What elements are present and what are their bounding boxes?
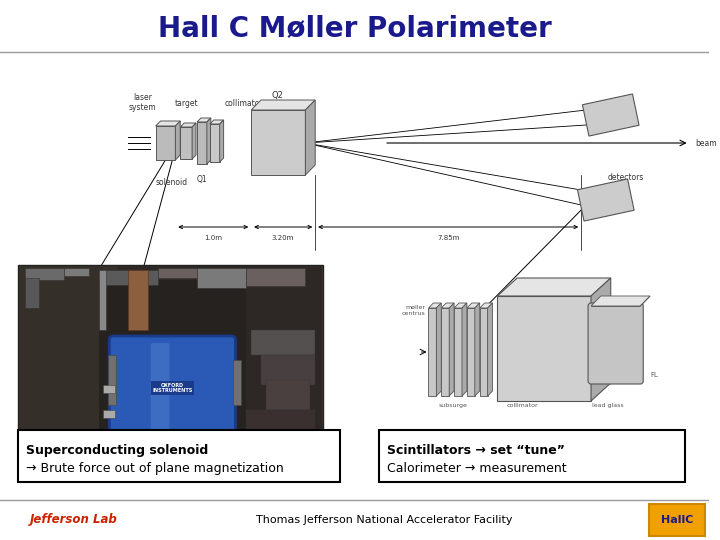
Polygon shape	[251, 100, 315, 110]
FancyBboxPatch shape	[251, 330, 315, 355]
Text: FL: FL	[650, 372, 658, 378]
Text: 1.0m: 1.0m	[204, 235, 222, 241]
Polygon shape	[197, 118, 211, 122]
Polygon shape	[210, 124, 220, 162]
Polygon shape	[210, 120, 224, 124]
Text: collimator: collimator	[506, 403, 538, 408]
FancyBboxPatch shape	[104, 410, 115, 418]
Text: Scintillators → set “tune”: Scintillators → set “tune”	[387, 444, 565, 457]
Polygon shape	[498, 278, 611, 296]
Polygon shape	[498, 296, 591, 401]
FancyBboxPatch shape	[99, 280, 246, 460]
FancyBboxPatch shape	[108, 355, 116, 405]
FancyBboxPatch shape	[379, 430, 685, 482]
FancyBboxPatch shape	[649, 504, 706, 536]
Text: solenoid: solenoid	[156, 178, 188, 187]
Text: laser
system: laser system	[129, 93, 157, 112]
Polygon shape	[591, 278, 611, 401]
Polygon shape	[474, 303, 480, 396]
FancyBboxPatch shape	[588, 303, 643, 384]
FancyBboxPatch shape	[266, 380, 310, 410]
Text: target: target	[174, 99, 198, 108]
FancyBboxPatch shape	[150, 343, 169, 457]
Polygon shape	[582, 94, 639, 136]
Text: Jefferson Lab: Jefferson Lab	[30, 514, 118, 526]
Text: 3.20m: 3.20m	[271, 235, 294, 241]
Polygon shape	[207, 118, 211, 164]
FancyBboxPatch shape	[109, 336, 235, 464]
Text: HallC: HallC	[660, 515, 693, 525]
Polygon shape	[454, 303, 467, 308]
Text: → Brute force out of plane magnetization: → Brute force out of plane magnetization	[26, 462, 284, 475]
Text: lead glass: lead glass	[592, 403, 624, 408]
Polygon shape	[480, 303, 492, 308]
Text: OXFORD
INSTRUMENTS: OXFORD INSTRUMENTS	[152, 383, 192, 394]
Polygon shape	[480, 308, 487, 396]
Polygon shape	[487, 303, 492, 396]
Polygon shape	[197, 122, 207, 164]
Polygon shape	[441, 308, 449, 396]
Polygon shape	[156, 126, 176, 160]
Text: Hall C Møller Polarimeter: Hall C Møller Polarimeter	[158, 14, 552, 42]
FancyBboxPatch shape	[99, 270, 158, 285]
Text: beam: beam	[696, 138, 717, 147]
Polygon shape	[454, 308, 462, 396]
FancyBboxPatch shape	[246, 268, 305, 286]
Text: detectors: detectors	[607, 173, 644, 182]
Polygon shape	[428, 308, 436, 396]
Polygon shape	[428, 303, 441, 308]
Polygon shape	[192, 123, 196, 159]
Polygon shape	[176, 121, 180, 160]
Text: møller
centrus: møller centrus	[402, 305, 426, 316]
Polygon shape	[441, 303, 454, 308]
Polygon shape	[462, 303, 467, 396]
Text: subsurge: subsurge	[438, 403, 467, 408]
Text: collimator: collimator	[225, 99, 264, 108]
Text: Q2: Q2	[272, 91, 284, 100]
Polygon shape	[180, 127, 192, 159]
Polygon shape	[591, 296, 650, 306]
Polygon shape	[467, 303, 480, 308]
FancyBboxPatch shape	[24, 278, 40, 308]
FancyBboxPatch shape	[19, 266, 117, 464]
Polygon shape	[449, 303, 454, 396]
Polygon shape	[436, 303, 441, 396]
Polygon shape	[640, 296, 650, 306]
FancyBboxPatch shape	[99, 270, 107, 330]
FancyBboxPatch shape	[118, 455, 227, 465]
Polygon shape	[467, 308, 474, 396]
FancyBboxPatch shape	[233, 360, 241, 405]
FancyBboxPatch shape	[246, 410, 315, 465]
Text: Q1: Q1	[197, 175, 207, 184]
FancyBboxPatch shape	[24, 268, 64, 280]
Text: 7.85m: 7.85m	[437, 235, 459, 241]
Polygon shape	[305, 100, 315, 175]
Text: Thomas Jefferson National Accelerator Facility: Thomas Jefferson National Accelerator Fa…	[256, 515, 513, 525]
FancyBboxPatch shape	[104, 385, 115, 393]
FancyBboxPatch shape	[261, 355, 315, 385]
FancyBboxPatch shape	[18, 265, 323, 465]
Text: Calorimeter → measurement: Calorimeter → measurement	[387, 462, 567, 475]
FancyBboxPatch shape	[197, 268, 246, 288]
FancyBboxPatch shape	[64, 268, 89, 276]
Polygon shape	[156, 121, 180, 126]
Polygon shape	[180, 123, 196, 127]
Polygon shape	[577, 179, 634, 221]
FancyBboxPatch shape	[19, 266, 322, 464]
Polygon shape	[251, 110, 305, 175]
FancyBboxPatch shape	[18, 430, 340, 482]
Polygon shape	[220, 120, 224, 162]
Text: Superconducting solenoid: Superconducting solenoid	[26, 444, 208, 457]
FancyBboxPatch shape	[158, 268, 197, 278]
FancyBboxPatch shape	[128, 270, 148, 330]
